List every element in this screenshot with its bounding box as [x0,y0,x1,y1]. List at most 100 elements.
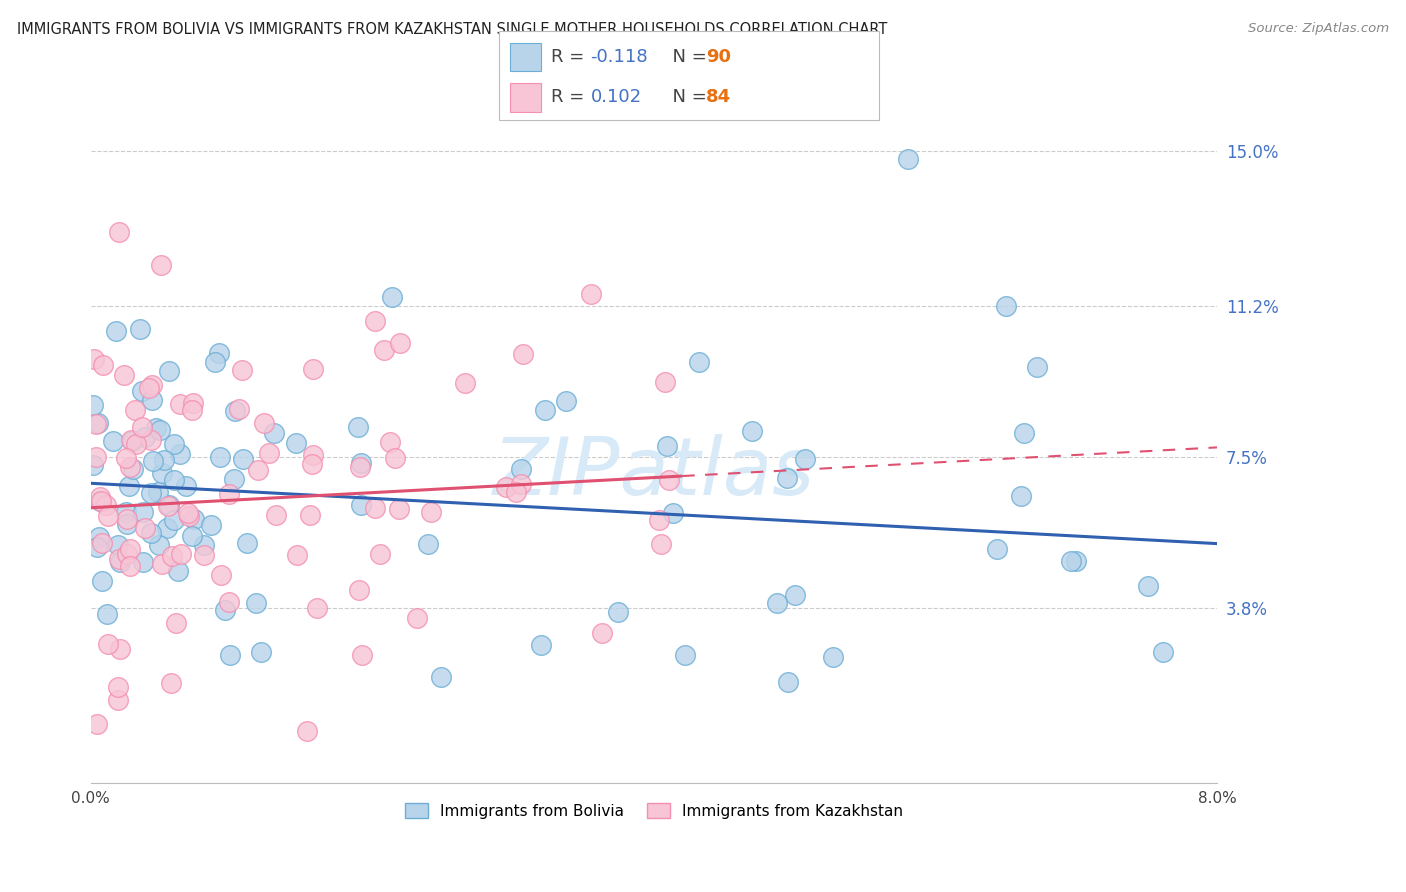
Point [208,346,231,360]
Point [555,393,578,408]
Point [90,574,112,588]
Text: N =: N = [661,88,713,106]
Point [778,674,800,689]
Point [89,494,111,508]
Point [90,494,112,508]
Point [364,314,387,328]
Point [169,447,191,461]
Point [141,378,163,392]
Point [381,290,404,304]
Point [156,521,179,535]
Point [1152,645,1174,659]
Point [150,557,173,571]
Point [214,603,236,617]
Point [307,601,329,615]
Point [118,542,141,557]
Point [299,508,322,522]
Point [193,548,215,562]
Point [124,403,146,417]
Point [420,505,443,519]
Point [512,347,534,361]
Point [150,466,173,480]
Point [1010,489,1032,503]
Point [349,460,371,475]
Point [114,505,136,519]
Point [193,538,215,552]
Point [163,513,186,527]
Point [160,549,183,563]
Point [1064,553,1087,567]
Point [384,450,406,465]
Point [120,434,142,448]
Point [505,485,527,500]
Point [86,417,108,432]
Point [117,547,139,561]
Point [650,537,672,551]
Point [118,479,141,493]
Point [378,434,401,449]
Point [149,423,172,437]
Point [125,436,148,450]
Text: 84: 84 [706,88,731,106]
Point [821,650,844,665]
Point [112,368,135,382]
Point [373,343,395,357]
Point [658,473,681,487]
Point [509,462,531,476]
Point [654,375,676,389]
Point [430,670,453,684]
Point [90,535,112,549]
Legend: Immigrants from Bolivia, Immigrants from Kazakhstan: Immigrants from Bolivia, Immigrants from… [399,797,910,825]
Point [84,450,107,464]
Point [160,676,183,690]
Point [97,636,120,650]
Point [247,463,270,477]
Point [139,526,162,541]
Point [253,417,276,431]
Text: ZIPatlas: ZIPatlas [494,434,815,512]
Point [181,396,204,410]
Point [591,626,613,640]
Point [97,508,120,523]
Point [134,521,156,535]
Point [148,538,170,552]
Point [115,512,138,526]
Point [302,448,325,462]
Point [169,547,191,561]
Point [347,583,370,598]
Point [114,450,136,465]
Point [209,567,232,582]
Text: 0.102: 0.102 [591,88,641,106]
Point [82,399,104,413]
Point [224,404,246,418]
Point [128,322,150,336]
Point [183,512,205,526]
Point [896,152,918,166]
Point [232,451,254,466]
Text: R =: R = [551,88,591,106]
Point [218,487,240,501]
Point [163,473,186,487]
Point [257,446,280,460]
Point [741,424,763,438]
Point [107,538,129,552]
Point [148,484,170,499]
Point [181,403,204,417]
Point [228,402,250,417]
Point [388,502,411,516]
Point [141,392,163,407]
Point [418,537,440,551]
Point [152,453,174,467]
Point [89,491,111,505]
Point [302,362,325,376]
Point [131,384,153,399]
Point [115,516,138,531]
Point [350,498,373,512]
Point [350,456,373,470]
Point [648,513,671,527]
Point [121,434,143,448]
Point [785,588,807,602]
Point [995,299,1018,313]
Point [250,645,273,659]
Point [236,535,259,549]
